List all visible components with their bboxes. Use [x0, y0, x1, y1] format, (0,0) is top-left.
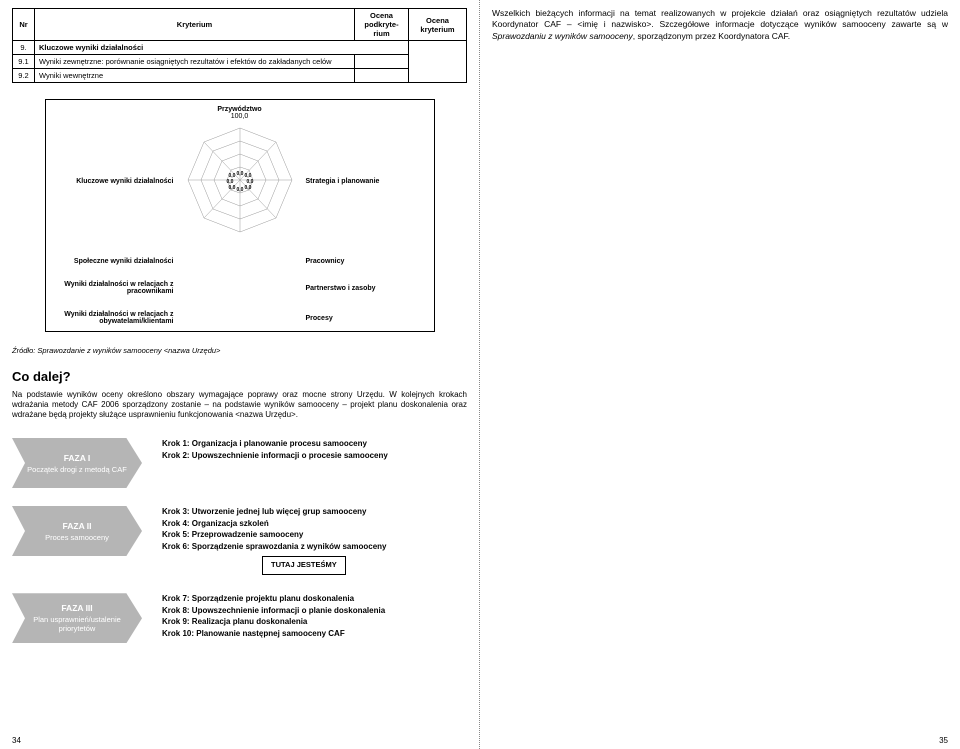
page-left: Nr Kryterium Ocena podkryte-rium Ocena k… — [0, 0, 480, 749]
step: Krok 8: Upowszechnienie informacji o pla… — [162, 605, 385, 617]
phase-row: FAZA III Plan usprawnień/ustalenie prior… — [12, 593, 467, 643]
cell-text: Kluczowe wyniki działalności — [35, 41, 409, 55]
step: Krok 4: Organizacja szkoleń — [162, 518, 387, 530]
radar-axis-mr: Pracownicy — [300, 258, 428, 265]
radar-svg: 0,0 0,0 0,0 0,0 0,0 0,0 0,0 0,0 — [180, 120, 300, 240]
th-podkryterium: Ocena podkryte-rium — [355, 9, 409, 41]
step: Krok 6: Sporządzenie sprawozdania z wyni… — [162, 541, 387, 553]
criteria-table: Nr Kryterium Ocena podkryte-rium Ocena k… — [12, 8, 467, 83]
table-row: 9. Kluczowe wyniki działalności — [13, 41, 467, 55]
svg-text:0,0: 0,0 — [236, 171, 243, 177]
phase-steps: Krok 1: Organizacja i planowanie procesu… — [162, 438, 388, 461]
radar-top-label: Przywództwo — [217, 106, 261, 113]
radar-axis-br: Partnerstwo i zasoby — [300, 285, 428, 292]
radar-axis-bl: Wyniki działalności w relacjach z pracow… — [52, 281, 180, 295]
phase-box-3: FAZA III Plan usprawnień/ustalenie prior… — [12, 593, 142, 643]
phase-steps: Krok 7: Sporządzenie projektu planu dosk… — [162, 593, 385, 639]
phase-sub: Początek drogi z metodą CAF — [20, 465, 134, 474]
phase-row: FAZA II Proces samooceny Krok 3: Utworze… — [12, 506, 467, 575]
cell-podk — [355, 69, 409, 83]
cell-nr: 9. — [13, 41, 35, 55]
paragraph-right: Wszelkich bieżących informacji na temat … — [492, 8, 948, 42]
badge-tutaj-jestesmy: TUTAJ JESTEŚMY — [262, 556, 346, 575]
phases-list: FAZA I Początek drogi z metodą CAF Krok … — [12, 438, 467, 643]
paragraph-co-dalej: Na podstawie wyników oceny określono obs… — [12, 390, 467, 420]
radar-axis-ml: Społeczne wyniki działalności — [52, 258, 180, 265]
step: Krok 9: Realizacja planu doskonalenia — [162, 616, 385, 628]
page-right: Wszelkich bieżących informacji na temat … — [480, 0, 960, 749]
cell-text: Wyniki wewnętrzne — [35, 69, 355, 83]
cell-ocena-kryterium — [409, 41, 467, 83]
cell-nr: 9.2 — [13, 69, 35, 83]
phase-sub: Proces samooceny — [20, 533, 134, 542]
radar-chart: Przywództwo 100,0 Kluczowe wyniki działa… — [45, 99, 435, 332]
radar-axis-tl: Kluczowe wyniki działalności — [52, 178, 180, 185]
step: Krok 1: Organizacja i planowanie procesu… — [162, 438, 388, 450]
page-number-right: 35 — [939, 736, 948, 745]
svg-text:0,0: 0,0 — [228, 173, 235, 179]
radar-axis-bml: Wyniki działalności w relacjach z obywat… — [52, 311, 180, 325]
cell-podk — [355, 55, 409, 69]
step: Krok 2: Upowszechnienie informacji o pro… — [162, 450, 388, 462]
th-ocena-kryterium: Ocena kryterium — [409, 9, 467, 41]
radar-axis-tr: Strategia i planowanie — [300, 178, 428, 185]
phase-steps: Krok 3: Utworzenie jednej lub więcej gru… — [162, 506, 387, 575]
phase-title: FAZA I — [20, 453, 134, 463]
svg-text:0,0: 0,0 — [244, 185, 251, 191]
radar-axis-bmr: Procesy — [300, 315, 428, 322]
phase-title: FAZA III — [20, 603, 134, 613]
step: Krok 3: Utworzenie jednej lub więcej gru… — [162, 506, 387, 518]
radar-top-value: 100,0 — [52, 113, 428, 120]
phase-row: FAZA I Początek drogi z metodą CAF Krok … — [12, 438, 467, 488]
table-row: 9.2 Wyniki wewnętrzne — [13, 69, 467, 83]
page-number-left: 34 — [12, 736, 21, 745]
step: Krok 5: Przeprowadzenie samooceny — [162, 529, 387, 541]
th-nr: Nr — [13, 9, 35, 41]
svg-text:0,0: 0,0 — [228, 185, 235, 191]
cell-nr: 9.1 — [13, 55, 35, 69]
svg-text:0,0: 0,0 — [236, 187, 243, 193]
right-para-pre: Wszelkich bieżących informacji na temat … — [492, 8, 948, 29]
source-line: Źródło: Sprawozdanie z wyników samooceny… — [12, 346, 467, 355]
phase-title: FAZA II — [20, 521, 134, 531]
right-para-post: , sporządzonym przez Koordynatora CAF. — [633, 31, 790, 41]
radar-top-axis: Przywództwo 100,0 — [52, 106, 428, 120]
th-kryterium: Kryterium — [35, 9, 355, 41]
phase-sub: Plan usprawnień/ustalenie priorytetów — [20, 615, 134, 633]
svg-text:0,0: 0,0 — [226, 179, 233, 185]
heading-co-dalej: Co dalej? — [12, 369, 467, 384]
phase-box-1: FAZA I Początek drogi z metodą CAF — [12, 438, 142, 488]
step: Krok 10: Planowanie następnej samooceny … — [162, 628, 385, 640]
cell-text: Wyniki zewnętrzne: porównanie osiągnięty… — [35, 55, 355, 69]
right-para-italic: Sprawozdaniu z wyników samooceny — [492, 31, 633, 41]
step: Krok 7: Sporządzenie projektu planu dosk… — [162, 593, 385, 605]
phase-box-2: FAZA II Proces samooceny — [12, 506, 142, 556]
table-row: 9.1 Wyniki zewnętrzne: porównanie osiągn… — [13, 55, 467, 69]
